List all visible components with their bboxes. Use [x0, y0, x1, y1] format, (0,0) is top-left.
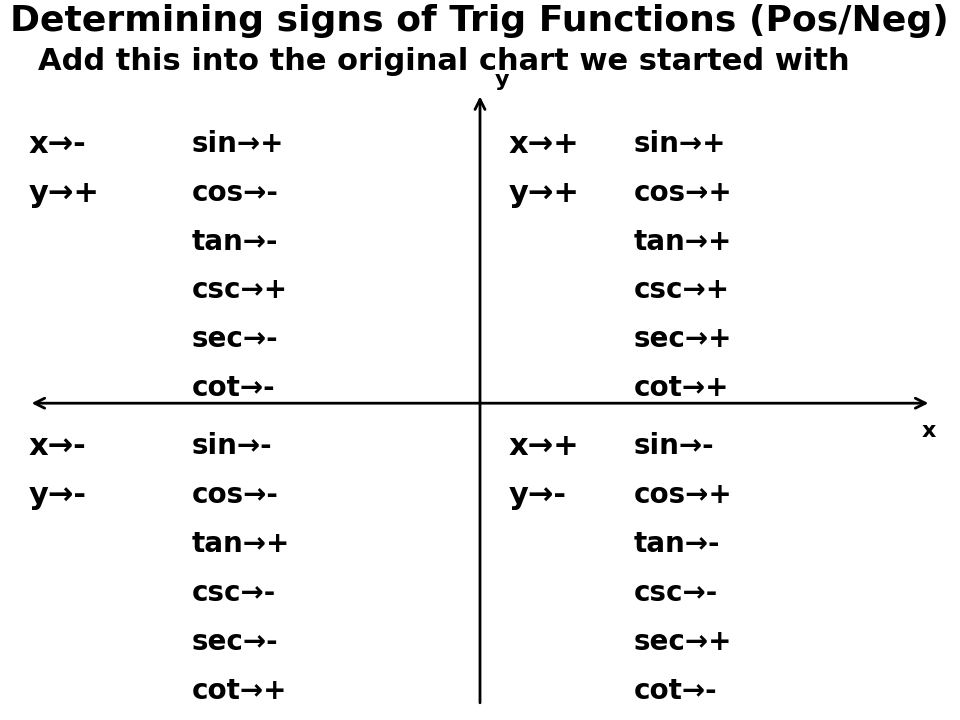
- Text: cos→+: cos→+: [634, 481, 732, 509]
- Text: cos→+: cos→+: [634, 179, 732, 207]
- Text: cos→-: cos→-: [192, 179, 278, 207]
- Text: y→+: y→+: [29, 179, 100, 207]
- Text: tan→-: tan→-: [634, 530, 720, 558]
- Text: csc→+: csc→+: [192, 276, 288, 305]
- Text: Add this into the original chart we started with: Add this into the original chart we star…: [38, 47, 850, 76]
- Text: sec→-: sec→-: [192, 628, 278, 656]
- Text: x: x: [922, 421, 936, 441]
- Text: tan→+: tan→+: [192, 530, 290, 558]
- Text: sec→-: sec→-: [192, 325, 278, 354]
- Text: csc→-: csc→-: [192, 579, 276, 607]
- Text: x→-: x→-: [29, 130, 86, 158]
- Text: sec→+: sec→+: [634, 325, 732, 354]
- Text: y: y: [494, 70, 509, 90]
- Text: cot→-: cot→-: [634, 677, 717, 705]
- Text: tan→-: tan→-: [192, 228, 278, 256]
- Text: sin→+: sin→+: [192, 130, 284, 158]
- Text: Determining signs of Trig Functions (Pos/Neg): Determining signs of Trig Functions (Pos…: [10, 4, 948, 37]
- Text: cot→+: cot→+: [192, 677, 287, 705]
- Text: x→+: x→+: [509, 432, 580, 461]
- Text: csc→-: csc→-: [634, 579, 718, 607]
- Text: sin→-: sin→-: [192, 432, 273, 460]
- Text: cot→-: cot→-: [192, 374, 276, 402]
- Text: tan→+: tan→+: [634, 228, 732, 256]
- Text: cos→-: cos→-: [192, 481, 278, 509]
- Text: x→+: x→+: [509, 130, 580, 158]
- Text: y→-: y→-: [29, 481, 86, 510]
- Text: sec→+: sec→+: [634, 628, 732, 656]
- Text: y→-: y→-: [509, 481, 566, 510]
- Text: y→+: y→+: [509, 179, 580, 207]
- Text: sin→-: sin→-: [634, 432, 714, 460]
- Text: cot→+: cot→+: [634, 374, 729, 402]
- Text: sin→+: sin→+: [634, 130, 726, 158]
- Text: csc→+: csc→+: [634, 276, 730, 305]
- Text: x→-: x→-: [29, 432, 86, 461]
